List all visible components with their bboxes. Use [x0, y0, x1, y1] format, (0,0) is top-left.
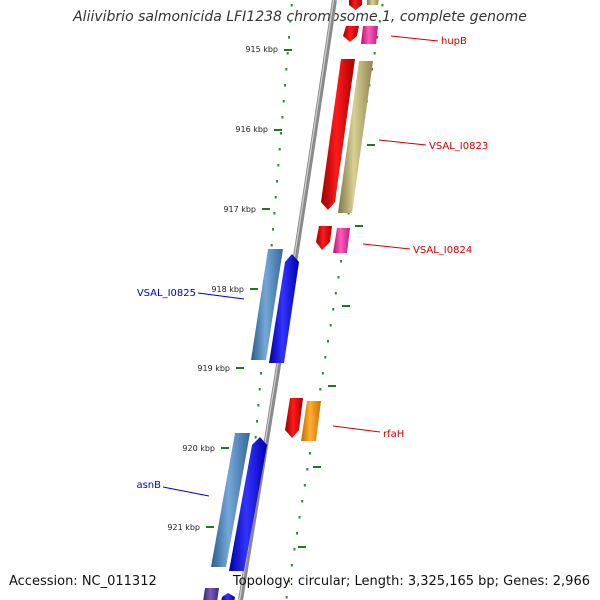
gene-asnB-blue[interactable]: [229, 437, 267, 571]
gene-label[interactable]: VSAL_I0825: [137, 288, 196, 299]
outer-ticks: [298, 144, 375, 548]
label-VSAL_I0825[interactable]: VSAL_I0825: [137, 288, 245, 300]
gene-VSAL_I0823-khaki[interactable]: [338, 61, 373, 213]
gene-label[interactable]: VSAL_I0824: [413, 245, 472, 256]
gene-VSAL_I0823-red[interactable]: [321, 59, 355, 210]
gene-hupB-pink[interactable]: [361, 26, 378, 44]
gene-hupB-red[interactable]: [343, 26, 359, 42]
gene-label[interactable]: hupB: [441, 36, 467, 47]
tick-label: 921 kbp: [167, 523, 200, 532]
gene-rfaH-red[interactable]: [285, 398, 303, 438]
tick-label: 919 kbp: [197, 364, 230, 373]
tick-917: 917 kbp: [223, 205, 270, 214]
tick-919: 919 kbp: [197, 364, 244, 373]
tick-label: 918 kbp: [211, 285, 244, 294]
map-title: Aliivibrio salmonicida LFI1238 chromosom…: [73, 9, 527, 25]
gene-label[interactable]: VSAL_I0823: [429, 141, 488, 152]
tick-label: 916 kbp: [235, 125, 268, 134]
accession-text: Accession: NC_011312: [9, 574, 157, 589]
gene-rfaH-orange[interactable]: [301, 401, 321, 441]
tick-916: 916 kbp: [235, 125, 282, 134]
label-asnB[interactable]: asnB: [136, 480, 210, 497]
gene-label[interactable]: rfaH: [383, 429, 404, 440]
tick-label: 920 kbp: [182, 444, 215, 453]
gene-top-red[interactable]: [349, 0, 362, 10]
gene-bottom-purple[interactable]: [203, 588, 219, 600]
label-hupB[interactable]: hupB: [390, 35, 467, 47]
tick-920: 920 kbp: [182, 444, 229, 453]
label-rfaH[interactable]: rfaH: [332, 425, 404, 440]
gene-top-khaki[interactable]: [367, 0, 379, 5]
gene-label[interactable]: asnB: [136, 480, 161, 491]
gene-VSAL_I0825-blue[interactable]: [269, 254, 299, 363]
tick-918: 918 kbp: [211, 285, 258, 294]
tick-921: 921 kbp: [167, 523, 214, 532]
gene-VSAL_I0824-red[interactable]: [316, 226, 332, 250]
genome-summary-text: Topology: circular; Length: 3,325,165 bp…: [232, 574, 590, 589]
tick-915: 915 kbp: [245, 45, 292, 54]
label-VSAL_I0823[interactable]: VSAL_I0823: [378, 139, 488, 152]
gene-asnB-steel[interactable]: [211, 433, 250, 567]
tick-label: 915 kbp: [245, 45, 278, 54]
gene-VSAL_I0825-steel[interactable]: [251, 249, 283, 360]
label-VSAL_I0824[interactable]: VSAL_I0824: [362, 243, 472, 256]
tick-label: 917 kbp: [223, 205, 256, 214]
gene-VSAL_I0824-pink[interactable]: [333, 228, 350, 253]
gene-bottom-blue[interactable]: [221, 593, 235, 600]
